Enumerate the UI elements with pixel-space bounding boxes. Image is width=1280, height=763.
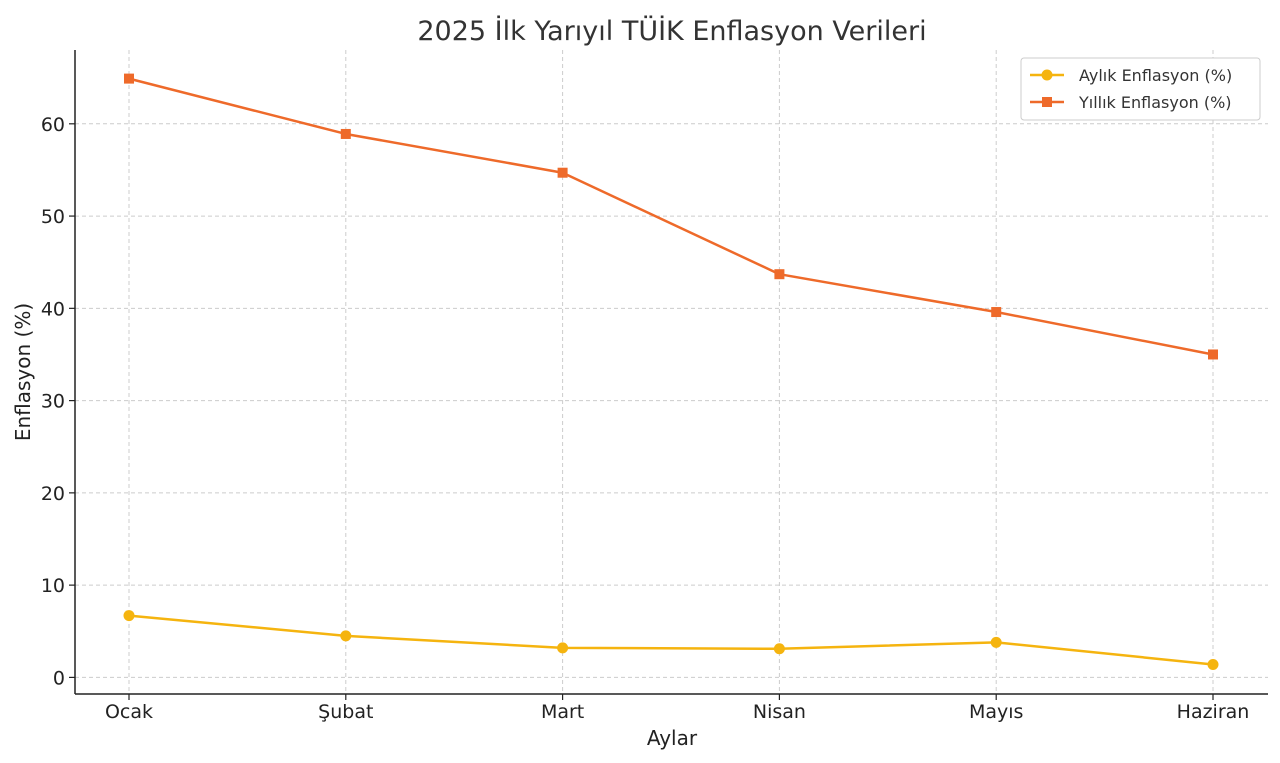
legend-marker-square <box>1042 97 1052 107</box>
data-point-circle <box>557 642 569 654</box>
x-tick-label: Ocak <box>105 701 153 723</box>
grid <box>75 50 1268 694</box>
legend: Aylık Enflasyon (%) Yıllık Enflasyon (%) <box>1020 57 1261 121</box>
series-2 <box>124 73 1218 360</box>
data-point-square <box>340 128 351 139</box>
data-point-square <box>1208 349 1218 360</box>
legend-label: Yıllık Enflasyon (%) <box>1078 93 1232 112</box>
data-point-square <box>774 269 785 280</box>
y-tick-label: 50 <box>41 206 65 228</box>
y-tick-label: 20 <box>41 483 65 505</box>
data-point-circle <box>990 636 1002 648</box>
data-point-square <box>557 167 568 178</box>
legend-marker-circle <box>1041 69 1053 81</box>
legend-box <box>1020 57 1261 121</box>
data-point-circle <box>123 610 135 622</box>
y-tick-label: 30 <box>41 391 65 413</box>
data-point-square <box>124 73 134 84</box>
data-point-square <box>991 307 1002 318</box>
x-tick-label: Nisan <box>753 701 806 723</box>
y-tick-label: 10 <box>41 575 65 597</box>
x-tick-label: Mart <box>541 701 584 723</box>
y-axis-label: Enflasyon (%) <box>11 303 35 441</box>
series-line <box>128 614 1214 666</box>
ticks: 0 10 20 30 40 50 60 Ocak Şubat Mart Nisan Mayıs Hazi… <box>41 114 1250 723</box>
data-point-circle <box>773 643 785 655</box>
x-axis-label: Aylar <box>647 726 698 750</box>
legend-label: Aylık Enflasyon (%) <box>1079 66 1232 85</box>
y-tick-label: 0 <box>53 667 65 689</box>
y-tick-label: 60 <box>41 114 65 136</box>
y-tick-label: 40 <box>41 298 65 320</box>
axes <box>74 50 1268 695</box>
data-point-circle <box>1207 658 1219 670</box>
series <box>123 73 1219 670</box>
x-tick-label: Mayıs <box>969 701 1023 723</box>
x-tick-label: Haziran <box>1177 701 1250 723</box>
series-1 <box>123 610 1219 670</box>
x-tick-label: Şubat <box>318 701 373 723</box>
series-line <box>128 77 1214 356</box>
data-point-circle <box>340 630 352 642</box>
chart-title: 2025 İlk Yarıyıl TÜİK Enflasyon Verileri <box>417 15 926 47</box>
